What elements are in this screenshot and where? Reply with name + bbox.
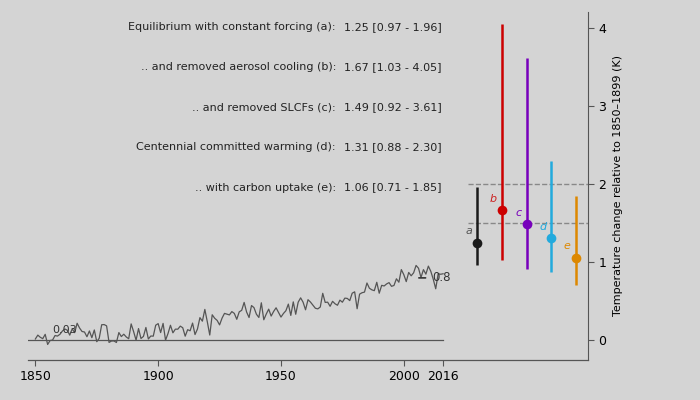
Text: .. with carbon uptake (e):: .. with carbon uptake (e): bbox=[195, 182, 336, 192]
Text: .. and removed SLCFs (c):: .. and removed SLCFs (c): bbox=[193, 102, 336, 112]
Y-axis label: Temperature change relative to 1850–1899 (K): Temperature change relative to 1850–1899… bbox=[613, 56, 624, 316]
Text: e: e bbox=[564, 241, 570, 251]
Text: d: d bbox=[539, 222, 546, 232]
Text: 1.31 [0.88 - 2.30]: 1.31 [0.88 - 2.30] bbox=[344, 142, 442, 152]
Text: 1.25 [0.97 - 1.96]: 1.25 [0.97 - 1.96] bbox=[344, 22, 442, 32]
Text: Equilibrium with constant forcing (a):: Equilibrium with constant forcing (a): bbox=[129, 22, 336, 32]
Text: Centennial committed warming (d):: Centennial committed warming (d): bbox=[136, 142, 336, 152]
Text: 0.8: 0.8 bbox=[432, 271, 451, 284]
Text: 1.67 [1.03 - 4.05]: 1.67 [1.03 - 4.05] bbox=[344, 62, 442, 72]
Text: c: c bbox=[516, 208, 522, 218]
Text: 1.49 [0.92 - 3.61]: 1.49 [0.92 - 3.61] bbox=[344, 102, 442, 112]
Text: 1.06 [0.71 - 1.85]: 1.06 [0.71 - 1.85] bbox=[344, 182, 442, 192]
Text: 0.03: 0.03 bbox=[52, 325, 77, 335]
Text: b: b bbox=[490, 194, 497, 204]
Text: a: a bbox=[466, 226, 472, 236]
Text: .. and removed aerosol cooling (b):: .. and removed aerosol cooling (b): bbox=[141, 62, 336, 72]
